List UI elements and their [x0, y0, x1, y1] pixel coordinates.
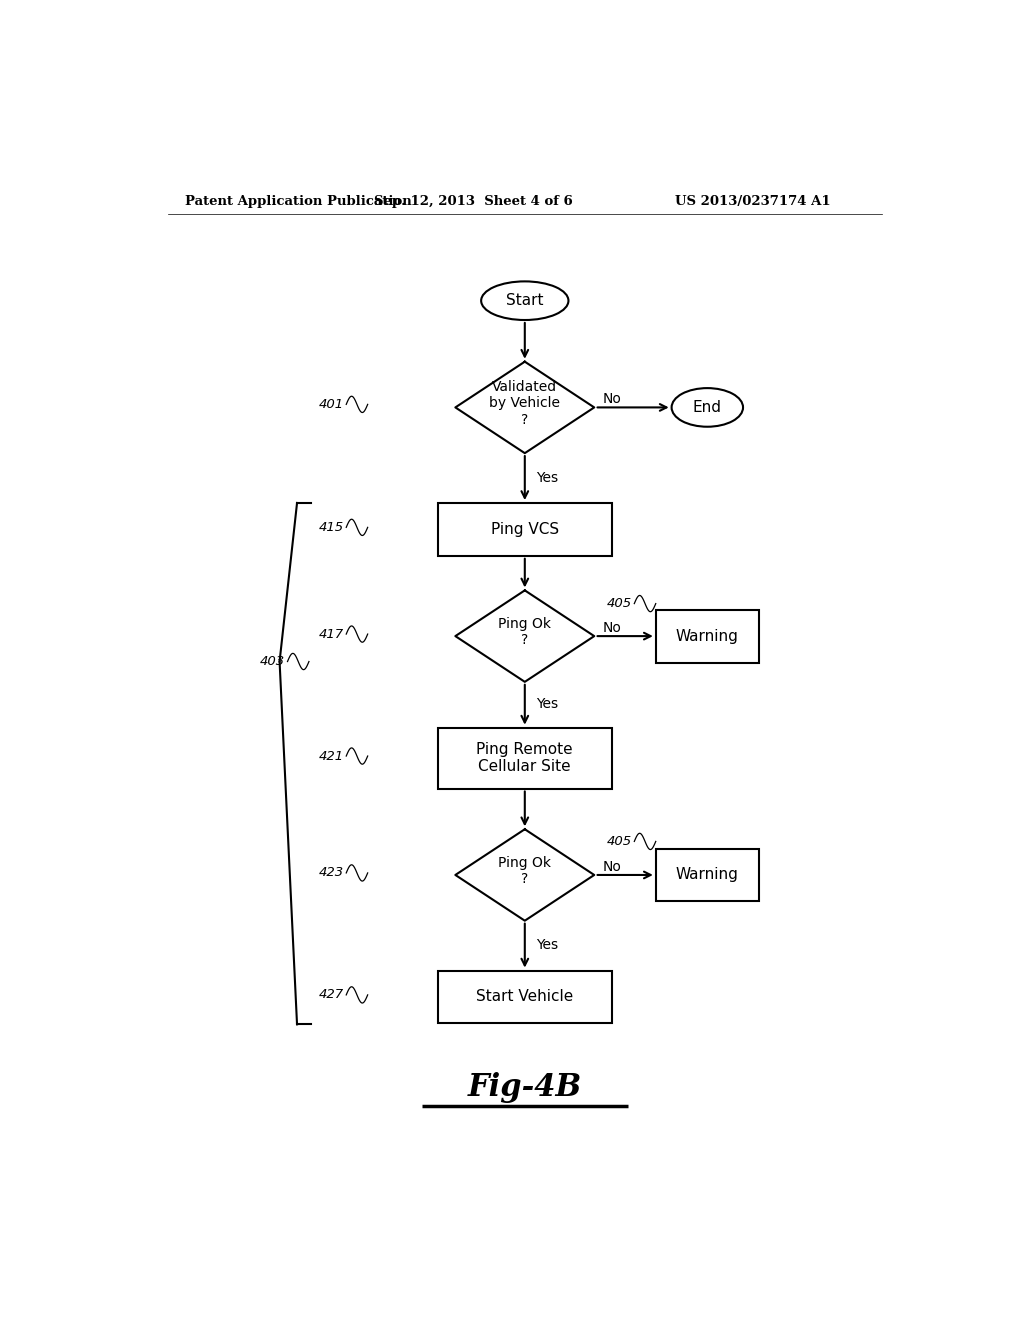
Text: Start: Start	[506, 293, 544, 308]
Text: US 2013/0237174 A1: US 2013/0237174 A1	[675, 194, 830, 207]
Text: Fig-4B: Fig-4B	[468, 1072, 582, 1104]
Text: 421: 421	[318, 750, 344, 763]
Bar	[437, 970, 612, 1023]
Text: 401: 401	[318, 397, 344, 411]
Text: Ping Ok
?: Ping Ok ?	[499, 855, 551, 886]
Text: 405: 405	[607, 836, 632, 847]
Text: Validated
by Vehicle
?: Validated by Vehicle ?	[489, 380, 560, 426]
Text: End: End	[693, 400, 722, 414]
Text: 423: 423	[318, 866, 344, 879]
Text: No: No	[603, 620, 622, 635]
Text: 405: 405	[607, 597, 632, 610]
Text: Ping VCS: Ping VCS	[490, 521, 559, 537]
Text: Patent Application Publication: Patent Application Publication	[185, 194, 412, 207]
Text: Yes: Yes	[536, 470, 558, 484]
Bar	[655, 610, 759, 663]
Text: 415: 415	[318, 521, 344, 533]
Text: 417: 417	[318, 627, 344, 640]
Text: Warning: Warning	[676, 628, 738, 644]
Text: Warning: Warning	[676, 867, 738, 883]
Text: Ping Remote
Cellular Site: Ping Remote Cellular Site	[476, 742, 573, 775]
Text: Yes: Yes	[536, 939, 558, 952]
Text: Sep. 12, 2013  Sheet 4 of 6: Sep. 12, 2013 Sheet 4 of 6	[374, 194, 572, 207]
Text: No: No	[603, 392, 622, 407]
Bar	[437, 503, 612, 556]
Text: 427: 427	[318, 989, 344, 1002]
Text: Ping Ok
?: Ping Ok ?	[499, 616, 551, 647]
Text: Start Vehicle: Start Vehicle	[476, 990, 573, 1005]
Text: 403: 403	[260, 655, 285, 668]
Text: No: No	[603, 859, 622, 874]
Bar	[437, 727, 612, 788]
Text: Yes: Yes	[536, 697, 558, 711]
Bar	[655, 849, 759, 902]
